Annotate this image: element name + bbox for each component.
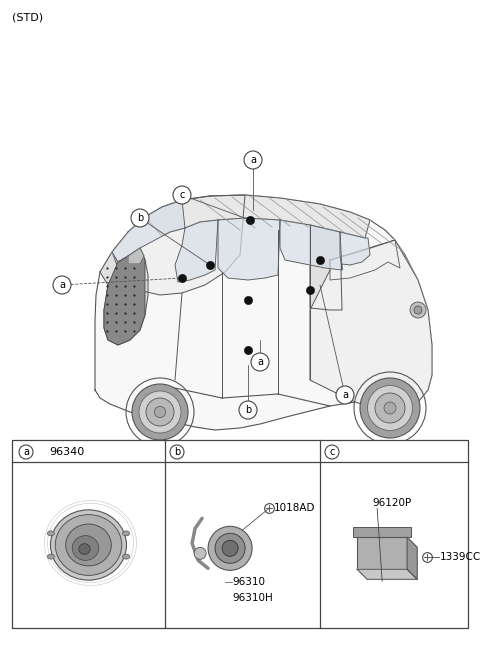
FancyBboxPatch shape xyxy=(12,440,468,628)
Polygon shape xyxy=(280,220,342,270)
Circle shape xyxy=(173,186,191,204)
Circle shape xyxy=(360,378,420,438)
Ellipse shape xyxy=(55,514,122,575)
Circle shape xyxy=(410,302,426,318)
Text: 96310H: 96310H xyxy=(232,593,273,603)
Text: c: c xyxy=(180,190,185,200)
Circle shape xyxy=(146,398,174,426)
Circle shape xyxy=(239,401,257,419)
Ellipse shape xyxy=(122,554,130,559)
Ellipse shape xyxy=(79,544,90,554)
Ellipse shape xyxy=(66,524,111,566)
Circle shape xyxy=(251,353,269,371)
Circle shape xyxy=(53,276,71,294)
Polygon shape xyxy=(128,248,144,264)
Polygon shape xyxy=(330,240,400,280)
Circle shape xyxy=(384,402,396,414)
Circle shape xyxy=(155,407,166,418)
Circle shape xyxy=(132,384,188,440)
Polygon shape xyxy=(218,218,280,280)
Polygon shape xyxy=(175,220,218,282)
Circle shape xyxy=(222,541,238,556)
FancyBboxPatch shape xyxy=(353,527,411,537)
Circle shape xyxy=(131,209,149,227)
Text: (STD): (STD) xyxy=(12,12,43,22)
Polygon shape xyxy=(407,537,417,579)
Ellipse shape xyxy=(72,536,99,560)
Circle shape xyxy=(170,445,184,459)
Text: a: a xyxy=(257,357,263,367)
Text: 96120P: 96120P xyxy=(372,499,411,508)
Text: 1339CC: 1339CC xyxy=(440,552,480,562)
Text: c: c xyxy=(329,447,335,457)
Ellipse shape xyxy=(48,531,54,536)
Circle shape xyxy=(208,526,252,570)
Text: b: b xyxy=(137,213,143,223)
Circle shape xyxy=(336,386,354,404)
Polygon shape xyxy=(145,195,370,238)
Polygon shape xyxy=(112,200,185,262)
Text: a: a xyxy=(250,155,256,165)
Text: b: b xyxy=(245,405,251,415)
Text: b: b xyxy=(174,447,180,457)
Circle shape xyxy=(19,445,33,459)
Circle shape xyxy=(414,306,422,314)
Circle shape xyxy=(139,391,181,433)
Circle shape xyxy=(215,533,245,564)
Text: 96310: 96310 xyxy=(232,577,265,586)
Circle shape xyxy=(194,547,206,560)
Text: a: a xyxy=(342,390,348,400)
Circle shape xyxy=(244,151,262,169)
FancyBboxPatch shape xyxy=(357,537,407,569)
Polygon shape xyxy=(100,248,148,345)
Text: a: a xyxy=(23,447,29,457)
Circle shape xyxy=(325,445,339,459)
Circle shape xyxy=(375,393,405,423)
Polygon shape xyxy=(310,240,432,414)
Ellipse shape xyxy=(122,531,130,536)
Polygon shape xyxy=(357,569,417,579)
Polygon shape xyxy=(112,195,245,295)
Polygon shape xyxy=(95,195,432,430)
Polygon shape xyxy=(104,248,145,345)
Text: a: a xyxy=(59,280,65,290)
Ellipse shape xyxy=(48,554,54,559)
Polygon shape xyxy=(310,225,342,310)
Polygon shape xyxy=(340,232,370,270)
Circle shape xyxy=(368,386,412,430)
Text: 1018AD: 1018AD xyxy=(274,504,315,514)
Text: 96340: 96340 xyxy=(49,447,84,457)
Ellipse shape xyxy=(50,510,127,580)
